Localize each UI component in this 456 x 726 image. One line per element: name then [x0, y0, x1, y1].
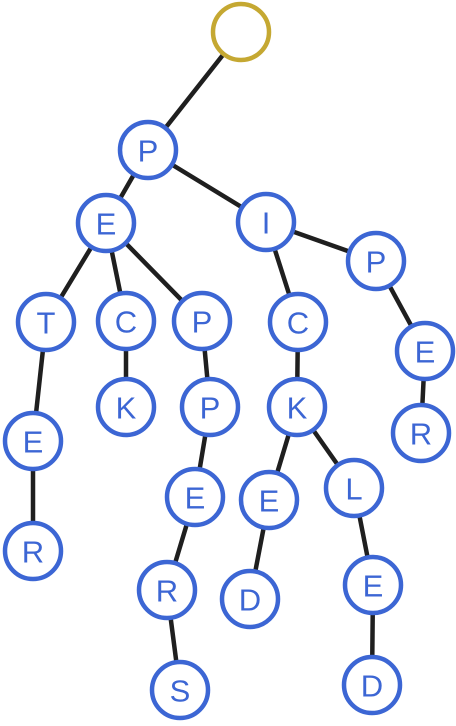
node-label: R [22, 535, 44, 570]
node-label: D [239, 583, 261, 618]
node-circle [345, 230, 407, 292]
trie-node: C [95, 290, 157, 352]
node-label: R [156, 574, 178, 609]
node-circle [323, 457, 385, 519]
trie-node: D [219, 568, 281, 630]
node-label: P [366, 245, 387, 280]
trie-node: E [238, 469, 300, 531]
node-circle [149, 659, 211, 721]
node-label: D [361, 669, 383, 704]
node-circle [136, 559, 198, 621]
node-circle [267, 291, 329, 353]
node-label: E [363, 569, 384, 604]
trie-node: P [171, 290, 233, 352]
node-circle [2, 410, 64, 472]
node-label: P [138, 134, 159, 169]
node-label: T [37, 306, 56, 341]
node-circle [235, 191, 297, 253]
trie-node: R [390, 402, 452, 464]
node-label: C [287, 306, 309, 341]
node-circle [266, 376, 328, 438]
node-label: C [115, 305, 137, 340]
node-label: P [192, 305, 213, 340]
node-circle [179, 376, 241, 438]
trie-node: K [266, 376, 328, 438]
node-circle [164, 466, 226, 528]
node-label: E [185, 481, 206, 516]
trie-node: K [95, 376, 157, 438]
trie-node: P [179, 376, 241, 438]
node-circle [171, 290, 233, 352]
trie-node: E [342, 554, 404, 616]
node-label: L [345, 472, 362, 507]
node-circle [2, 520, 64, 582]
node-circle [394, 320, 456, 382]
trie-node: E [75, 192, 137, 254]
trie-node: D [341, 654, 403, 716]
trie-node: P [117, 119, 179, 181]
trie-node: E [394, 320, 456, 382]
node-circle [75, 192, 137, 254]
node-label: E [259, 484, 280, 519]
trie-node: E [164, 466, 226, 528]
trie-node: S [149, 659, 211, 721]
node-circle [219, 568, 281, 630]
trie-node: R [2, 520, 64, 582]
trie-node: R [136, 559, 198, 621]
node-circle [117, 119, 179, 181]
node-label: R [410, 417, 432, 452]
node-label: E [96, 207, 117, 242]
node-circle [342, 554, 404, 616]
node-label: K [116, 391, 137, 426]
node-circle [238, 469, 300, 531]
trie-node: C [267, 291, 329, 353]
trie-node: I [235, 191, 297, 253]
node-circle [390, 402, 452, 464]
node-label: I [262, 206, 271, 241]
node-label: K [287, 391, 308, 426]
root-circle [210, 1, 272, 63]
trie-root-node [210, 1, 272, 63]
node-label: E [23, 425, 44, 460]
node-circle [95, 290, 157, 352]
node-circle [15, 291, 77, 353]
trie-node: L [323, 457, 385, 519]
trie-node: T [15, 291, 77, 353]
trie-node: E [2, 410, 64, 472]
node-label: E [415, 335, 436, 370]
node-circle [341, 654, 403, 716]
trie-node: P [345, 230, 407, 292]
node-circle [95, 376, 157, 438]
node-label: S [170, 674, 191, 709]
node-label: P [200, 391, 221, 426]
